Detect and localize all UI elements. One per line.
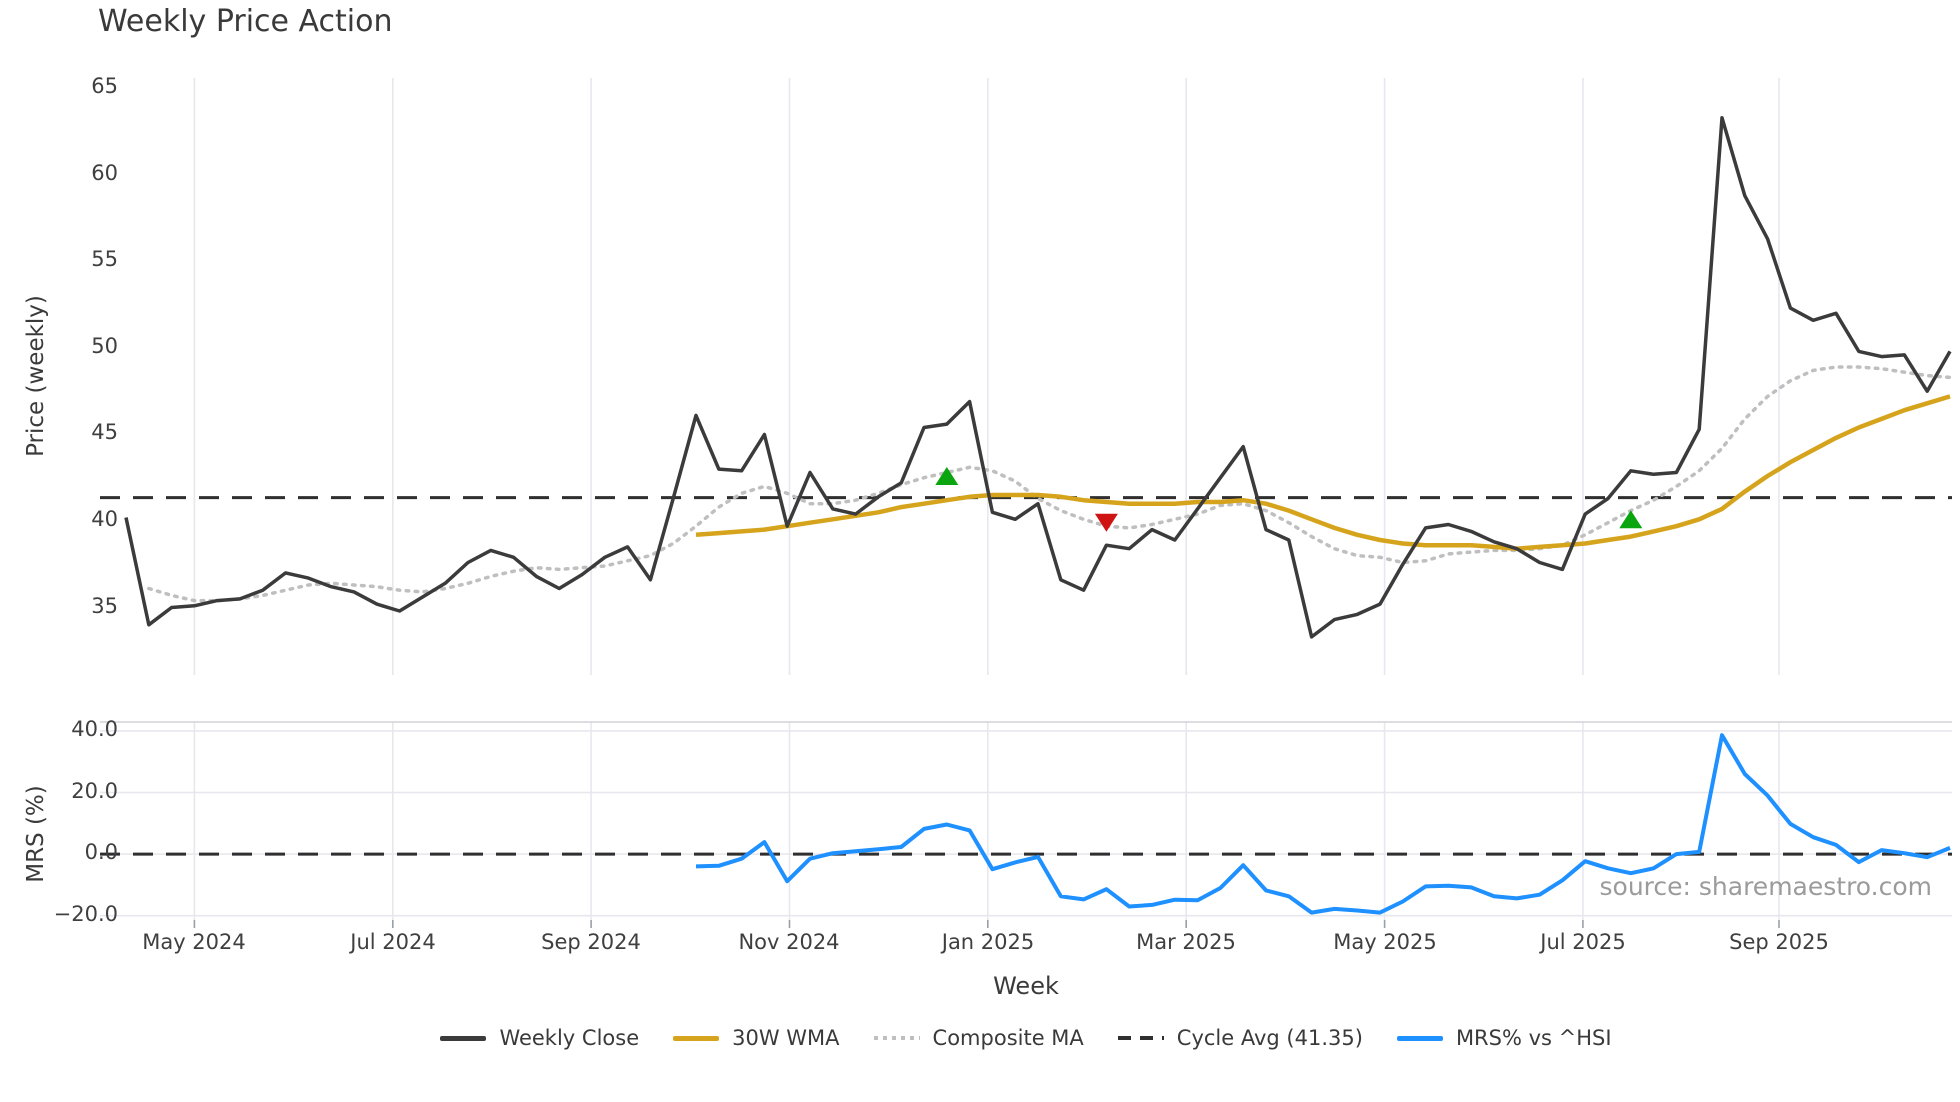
legend-item-cycle-avg: Cycle Avg (41.35) xyxy=(1117,1026,1363,1050)
x-tick-label: Sep 2025 xyxy=(1729,930,1829,954)
mrs-line xyxy=(695,733,1951,915)
mrs-ytick-label: 40.0 xyxy=(71,717,118,741)
weekly-close-line-sample-icon xyxy=(440,1035,487,1041)
x-tick-label: Mar 2025 xyxy=(1136,930,1236,954)
legend-item-30w-wma: 30W WMA xyxy=(673,1026,840,1050)
x-tick-label: Nov 2024 xyxy=(738,930,840,954)
buy-signal-marker xyxy=(1619,510,1643,529)
buy-signal-marker xyxy=(935,467,959,485)
page-title: Weekly Price Action xyxy=(98,4,393,39)
x-tick-label: May 2024 xyxy=(142,930,246,954)
wma-30w-line xyxy=(695,394,1951,551)
mrs-ytick-label: −20.0 xyxy=(53,902,118,926)
mrs-line-sample-icon xyxy=(1396,1035,1443,1041)
x-tick-label: Jul 2024 xyxy=(350,930,436,954)
legend-label: Weekly Close xyxy=(499,1026,640,1050)
price-ytick-label: 55 xyxy=(91,247,118,271)
x-tick-label: May 2025 xyxy=(1333,930,1437,954)
legend-label: 30W WMA xyxy=(732,1026,840,1050)
sell-signal-marker xyxy=(1094,513,1118,532)
x-tick-label: Jul 2025 xyxy=(1540,930,1626,954)
legend-label: Composite MA xyxy=(932,1026,1084,1050)
mrs-ytick-label: 20.0 xyxy=(71,779,118,803)
chart-legend: Weekly Close 30W WMA Composite MA Cycle … xyxy=(100,1026,1952,1050)
legend-item-composite-ma: Composite MA xyxy=(873,1026,1084,1050)
x-tick-label: Jan 2025 xyxy=(941,930,1035,954)
composite-ma-line xyxy=(147,365,1952,603)
price-ytick-label: 65 xyxy=(91,74,118,98)
price-ytick-label: 40 xyxy=(91,507,118,531)
x-axis-label: Week xyxy=(993,972,1059,1000)
legend-item-mrs: MRS% vs ^HSI xyxy=(1396,1026,1612,1050)
price-ytick-label: 50 xyxy=(91,334,118,358)
composite-ma-sample-icon xyxy=(873,1036,920,1040)
price-ytick-label: 60 xyxy=(91,161,118,185)
cycle-avg-sample-icon xyxy=(1117,1036,1164,1040)
source-note: source: sharemaestro.com xyxy=(1599,872,1933,901)
legend-label: MRS% vs ^HSI xyxy=(1455,1026,1612,1050)
price-ytick-label: 45 xyxy=(91,420,118,444)
price-ytick-label: 35 xyxy=(91,594,118,618)
mrs-ytick-label: 0.0 xyxy=(84,840,118,864)
weekly-close-line xyxy=(124,116,1952,639)
x-tick-label: Sep 2024 xyxy=(541,930,641,954)
legend-label: Cycle Avg (41.35) xyxy=(1176,1026,1363,1050)
legend-item-weekly-close: Weekly Close xyxy=(440,1026,639,1050)
wma-line-sample-icon xyxy=(673,1035,720,1041)
